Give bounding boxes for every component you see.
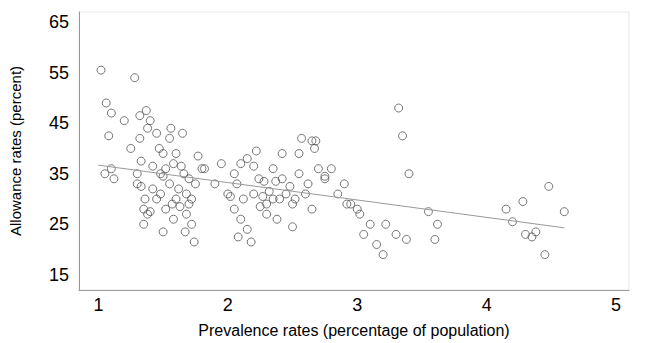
svg-text:55: 55 [49,63,69,83]
svg-text:25: 25 [49,214,69,234]
svg-text:Allowance rates (percent): Allowance rates (percent) [7,66,24,236]
svg-text:3: 3 [352,295,362,315]
svg-text:15: 15 [49,265,69,285]
svg-text:45: 45 [49,113,69,133]
svg-text:1: 1 [93,295,103,315]
svg-text:5: 5 [611,295,621,315]
svg-text:2: 2 [223,295,233,315]
svg-text:35: 35 [49,164,69,184]
svg-text:65: 65 [49,12,69,32]
svg-text:Prevalence rates (percentage o: Prevalence rates (percentage of populati… [198,322,509,339]
svg-text:4: 4 [482,295,492,315]
